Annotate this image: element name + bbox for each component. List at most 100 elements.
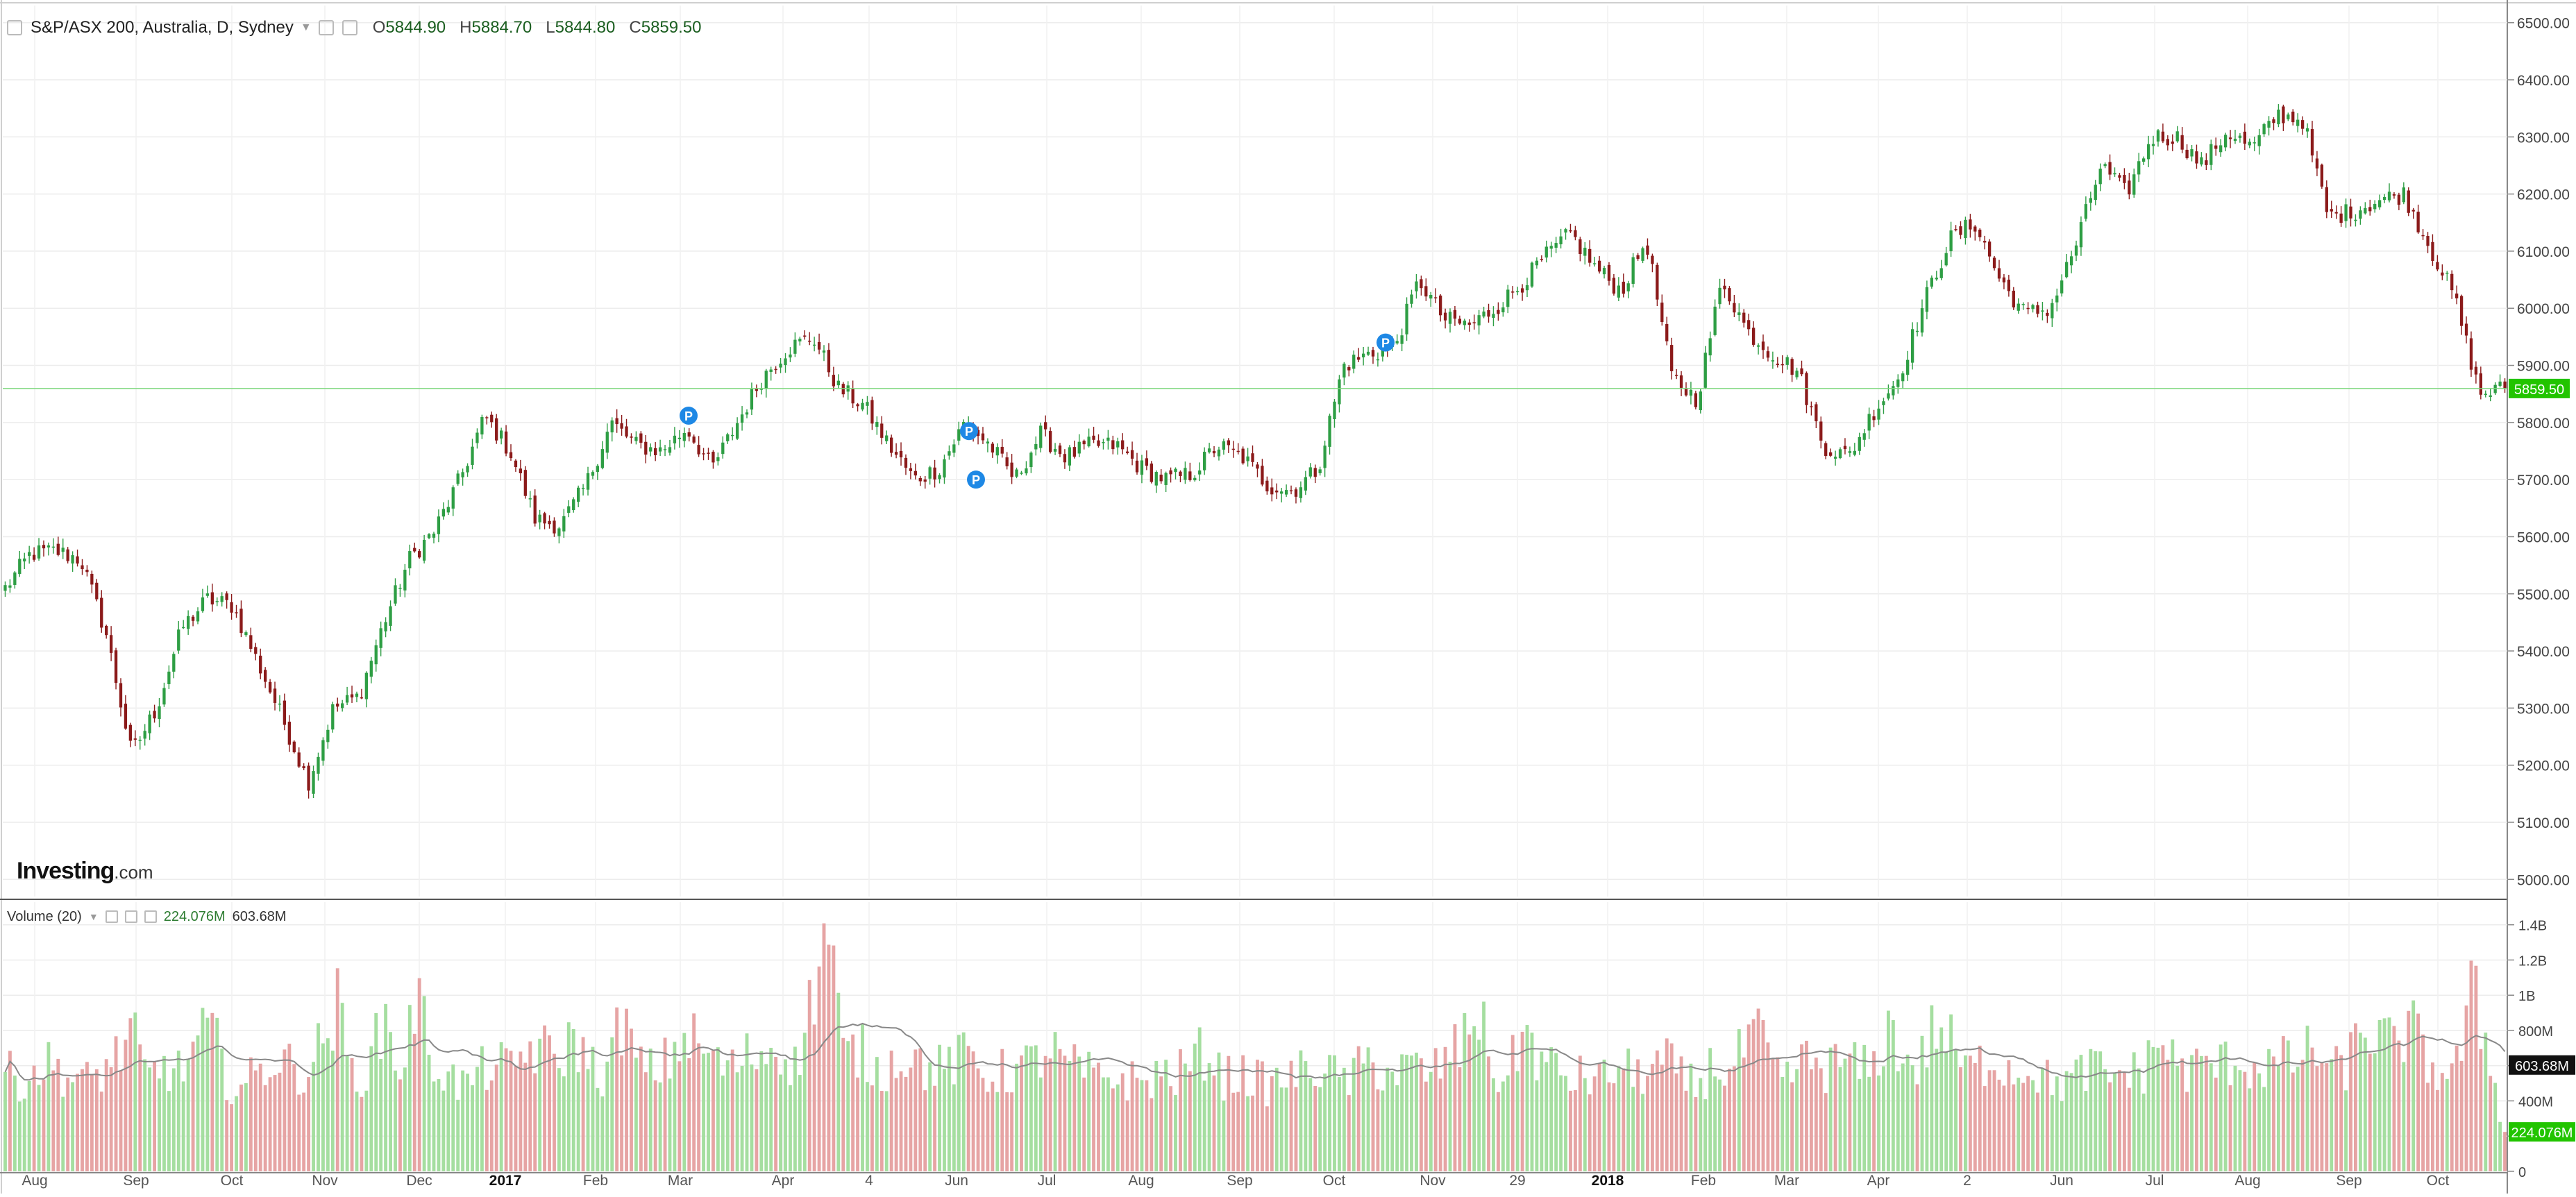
volume-bar [335,968,339,1171]
hide-icon[interactable] [124,910,137,923]
candle-body [2334,212,2338,214]
candle-body [543,513,546,524]
volume-bar [2171,1039,2175,1171]
time-tick-label: Apr [772,1173,795,1189]
candle-body [1198,470,1202,475]
candle-body [1925,287,1929,312]
candle-body [499,430,503,439]
volume-bar [2503,1132,2507,1171]
candle-body [789,354,792,358]
candle-body [567,506,571,513]
volume-bar [1463,1013,1467,1171]
candle-body [379,628,382,648]
candle-body [2392,194,2396,196]
volume-bar [1925,1067,1929,1171]
volume-bar [1891,1020,1895,1171]
volume-bar [2228,1085,2232,1171]
candle-body [2243,131,2247,144]
candle-body [446,507,450,513]
volume-bar [2195,1049,2198,1171]
candle-body [1000,446,1004,454]
volume-bar [1751,1019,1756,1171]
volume-bar [2002,1085,2006,1171]
volume-bar [1308,1078,1313,1171]
volume-bar [369,1046,373,1171]
volume-bar [2031,1080,2035,1171]
volume-bar [1963,1055,1967,1171]
candle-body [2253,142,2256,144]
volume-bar [210,1012,214,1171]
price-tick-label: 6400.00 [2517,73,2570,89]
volume-bar [928,1062,932,1171]
candle-body [1497,309,1500,314]
volume-bar [943,1069,946,1171]
volume-bar [2320,1062,2324,1171]
candle-body [292,741,296,753]
volume-bar [1877,1075,1880,1171]
chevron-down-icon[interactable]: ▼ [88,911,99,922]
volume-bar [230,1104,234,1171]
volume-bar [1814,1058,1818,1171]
volume-title[interactable]: Volume (20) [7,908,82,924]
volume-bar [1467,1034,1472,1171]
candle-body [509,452,513,459]
price-tick-label: 5500.00 [2517,587,2570,603]
candle-body [1882,401,1885,405]
volume-bar [2012,1084,2016,1171]
close-icon[interactable] [144,910,157,923]
investing-logo[interactable]: Investing.com [17,858,153,885]
candle-body [1174,468,1177,473]
symbol-title[interactable]: S&P/ASX 200, Australia, D, Sydney [31,18,294,37]
candle-body [2205,160,2208,165]
candle-body [572,499,575,511]
candle-body [2031,305,2035,309]
remove-icon[interactable] [342,20,357,35]
candle-body [364,672,369,699]
candle-body [586,473,590,490]
volume-bar [846,1041,850,1171]
volume-bar [1477,1039,1481,1171]
volume-bar [480,1046,484,1171]
volume-bar [870,1085,874,1171]
candle-body [1515,291,1519,293]
candle-body [2200,157,2203,164]
candle-body [976,430,980,436]
volume-bar [1197,1027,1202,1171]
volume-bar [769,1048,773,1171]
volume-bar [1520,1031,1524,1171]
volume-bar [1337,1077,1341,1171]
candle-body [600,449,604,468]
candle-body [1920,308,1924,333]
volume-bar [2291,1072,2295,1171]
settings-icon[interactable] [318,20,334,35]
candle-body [384,622,387,631]
volume-bar [1646,1076,1649,1171]
volume-bar [745,1033,749,1171]
settings-icon[interactable] [105,910,118,923]
candle-body [538,514,541,523]
candle-body [485,417,489,418]
volume-ma-badge-label: 603.68M [2515,1059,2569,1074]
volume-bar [755,1069,759,1171]
candle-body [341,703,344,708]
volume-bar [784,1059,787,1171]
candle-body [2233,138,2237,142]
volume-bar [321,1043,325,1171]
volume-bar [1492,1078,1495,1171]
candle-body [2441,272,2444,276]
collapse-icon[interactable] [7,20,22,35]
volume-legend: Volume (20) ▼ 224.076M 603.68M [7,906,287,927]
volume-bar [2098,1051,2103,1171]
candle-body [2411,210,2415,212]
volume-bar [2272,1056,2275,1171]
candle-body [2397,194,2401,205]
candle-body [702,453,705,455]
candle-body [2069,256,2073,266]
volume-bar [2199,1055,2203,1171]
volume-bar [986,1092,990,1171]
candle-body [1656,264,1659,300]
candle-body [2195,151,2198,164]
chevron-down-icon[interactable]: ▼ [300,22,312,33]
volume-bar [961,1032,966,1171]
candle-body [1828,452,1833,456]
